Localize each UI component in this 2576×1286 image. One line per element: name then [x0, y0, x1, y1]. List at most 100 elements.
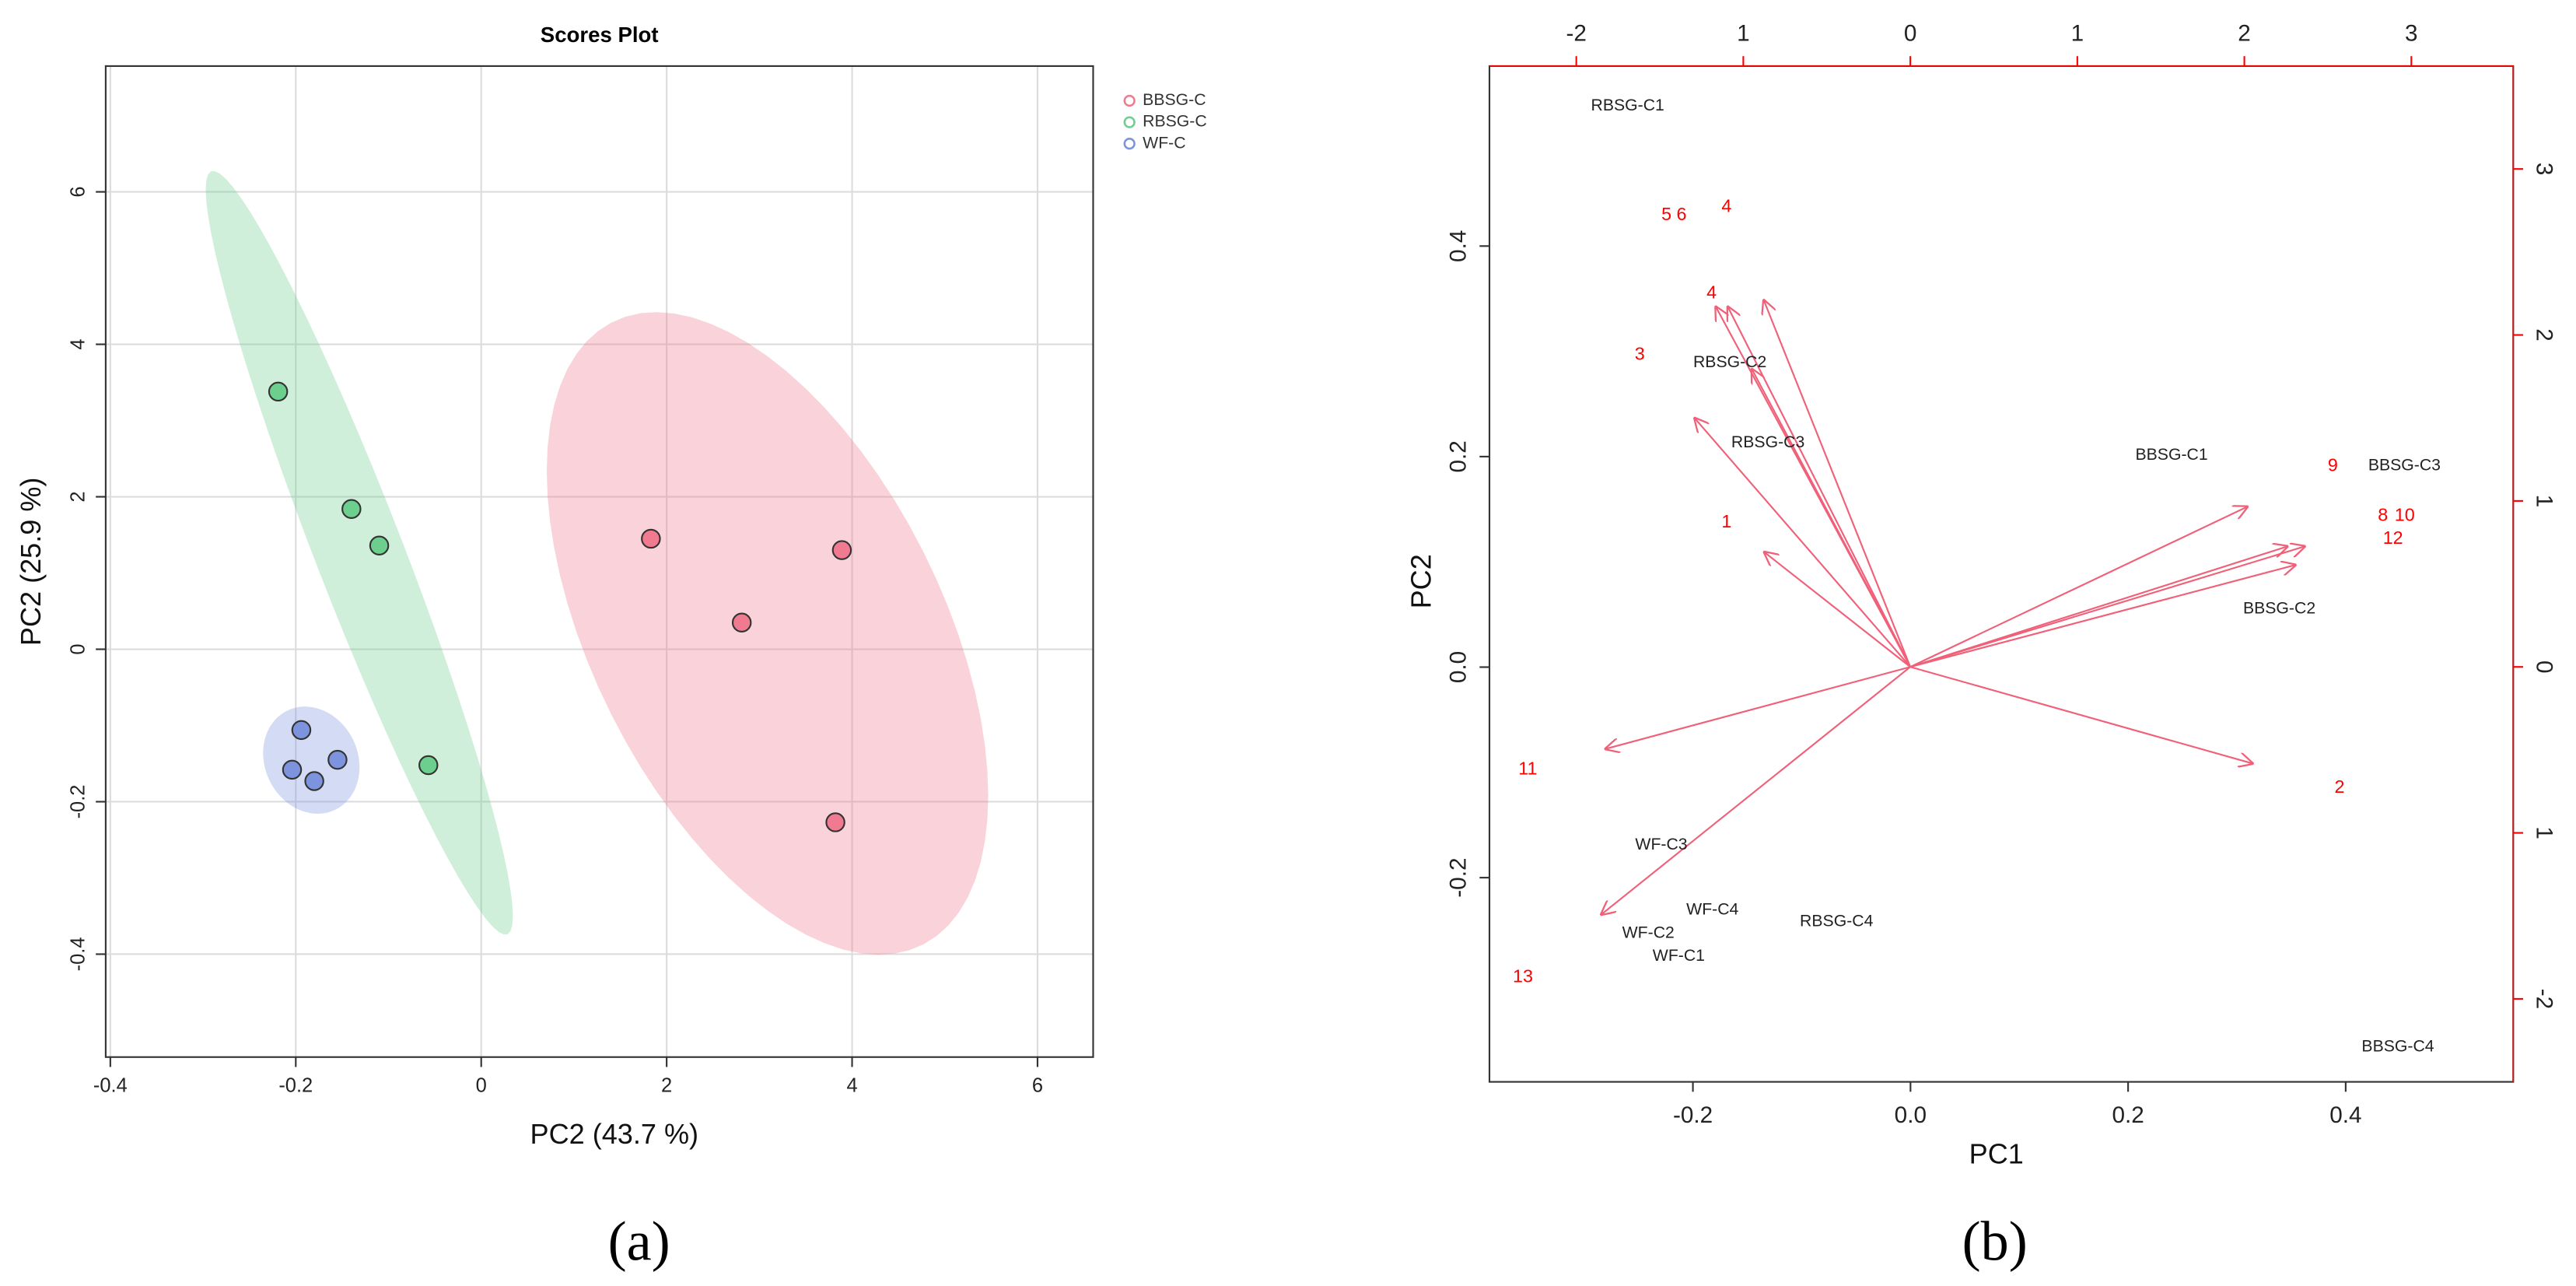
x2-tick-label: 3 — [2405, 20, 2418, 46]
x-tick-label: -0.4 — [93, 1075, 128, 1097]
x-axis-label: PC1 — [1969, 1138, 2024, 1170]
sample-label: RBSG-C2 — [1693, 353, 1766, 371]
variable-label: 5 — [1661, 204, 1671, 224]
sample-label: BBSG-C2 — [2243, 600, 2315, 618]
y-tick-label: 0 — [68, 643, 89, 654]
confidence-ellipse — [263, 706, 360, 814]
loading-arrow — [1909, 546, 2305, 668]
x-axis-label: PC2 (43.7 %) — [530, 1118, 699, 1150]
point — [282, 759, 303, 780]
legend-label: WF-C — [1143, 134, 1185, 152]
biplot: PC1 PC2 (b) -0.2 0.0 0.2 0.4 -0.2 0.0 0.2 0.4 -2… — [1405, 20, 2557, 1272]
point — [369, 535, 390, 555]
x-tick-label: 4 — [846, 1075, 857, 1097]
confidence-ellipse — [546, 312, 989, 955]
x-tick-label: 0.2 — [2112, 1102, 2144, 1128]
y-tick-label: 0.4 — [1446, 230, 1472, 262]
y2-tick-label: 0 — [2532, 661, 2557, 674]
loading-arrow — [1763, 299, 1912, 668]
x-tick-label: -0.2 — [1673, 1102, 1713, 1128]
legend-marker — [1123, 94, 1136, 107]
point — [327, 749, 348, 770]
point — [731, 612, 752, 632]
sample-label: WF-C3 — [1635, 836, 1687, 853]
y-tick-label: 6 — [68, 187, 89, 198]
loading-arrow — [1909, 666, 2253, 764]
y2-tick-label: 3 — [2532, 163, 2557, 176]
x-tick-label: 2 — [661, 1075, 672, 1097]
plot-area — [105, 65, 1094, 1057]
point — [825, 812, 845, 832]
sample-label: RBSG-C4 — [1800, 913, 1874, 930]
point — [291, 720, 312, 741]
x2-tick-label: 0 — [1904, 20, 1917, 46]
y-tick-label: -0.2 — [68, 785, 89, 819]
variable-label: 11 — [1518, 759, 1537, 779]
sample-label: RBSG-C1 — [1591, 96, 1664, 114]
loading-arrow — [1909, 506, 2249, 668]
y2-tick-label: -2 — [2532, 989, 2557, 1009]
confidence-ellipse — [205, 170, 513, 935]
x-tick-label: 6 — [1032, 1075, 1043, 1097]
variable-label: 2 — [2334, 776, 2344, 797]
loading-arrow — [1727, 306, 1912, 668]
point — [341, 499, 362, 519]
variable-label: 4 — [1706, 282, 1717, 302]
point — [831, 540, 852, 560]
legend-label: BBSG-C — [1143, 91, 1206, 109]
x-tick-label: 0.0 — [1895, 1102, 1927, 1128]
caption: (a) — [608, 1210, 670, 1272]
sample-label: WF-C2 — [1622, 923, 1675, 941]
y2-tick-label: 2 — [2532, 328, 2557, 342]
loading-arrow — [1605, 666, 1911, 749]
loading-arrow — [1694, 417, 1911, 668]
x-tick-label: 0 — [476, 1075, 487, 1097]
variable-label: 6 — [1676, 204, 1686, 224]
y2-tick-label: 1 — [2532, 495, 2557, 508]
variable-label: 12 — [2383, 527, 2403, 548]
loading-arrow — [1752, 368, 1912, 668]
loading-arrow — [1909, 565, 2296, 668]
legend-label: RBSG-C — [1143, 113, 1207, 131]
y2-tick-label: 1 — [2532, 826, 2557, 839]
variable-label: 3 — [1635, 343, 1645, 363]
loading-arrow — [1909, 546, 2288, 668]
sample-label: WF-C4 — [1686, 901, 1738, 919]
caption: (b) — [1962, 1210, 2028, 1272]
y-tick-label: 0.0 — [1446, 651, 1472, 683]
y-tick-label: -0.2 — [1446, 857, 1472, 897]
variable-label: 9 — [2328, 454, 2338, 475]
x-tick-label: 0.4 — [2329, 1102, 2361, 1128]
sample-label: BBSG-C1 — [2135, 446, 2207, 464]
x-tick-label: -0.2 — [278, 1075, 313, 1097]
y-tick-label: -0.4 — [68, 937, 89, 972]
variable-label: 4 — [1721, 195, 1731, 216]
x2-tick-label: 2 — [2238, 20, 2251, 46]
variable-label: 10 — [2395, 504, 2415, 524]
loading-arrow — [1601, 666, 1911, 915]
sample-label: BBSG-C4 — [2361, 1038, 2434, 1056]
y-tick-label: 4 — [68, 338, 89, 349]
sample-label: RBSG-C3 — [1731, 433, 1804, 451]
variable-label: 8 — [2378, 504, 2388, 524]
point — [304, 771, 324, 791]
variable-label: 13 — [1513, 965, 1533, 986]
point — [268, 381, 289, 402]
legend-marker — [1123, 138, 1136, 150]
loading-arrow — [1763, 552, 1911, 668]
y-axis-label: PC2 — [1405, 554, 1437, 608]
scores-plot: Scores Plot PC2 (43.7 %) PC2 (25.9 %) (a… — [15, 23, 1207, 1272]
sample-label: WF-C1 — [1653, 947, 1705, 965]
point — [641, 528, 661, 549]
variable-label: 1 — [1721, 511, 1731, 531]
point — [418, 755, 439, 776]
y-axis-label: PC2 (25.9 %) — [15, 478, 47, 647]
y-tick-label: 0.2 — [1446, 440, 1472, 472]
sample-label: BBSG-C3 — [2368, 457, 2441, 475]
x2-tick-label: 1 — [2071, 20, 2084, 46]
x2-tick-label: -2 — [1566, 20, 1586, 46]
x2-tick-label: 1 — [1737, 20, 1750, 46]
plot-frame — [104, 65, 1094, 1058]
